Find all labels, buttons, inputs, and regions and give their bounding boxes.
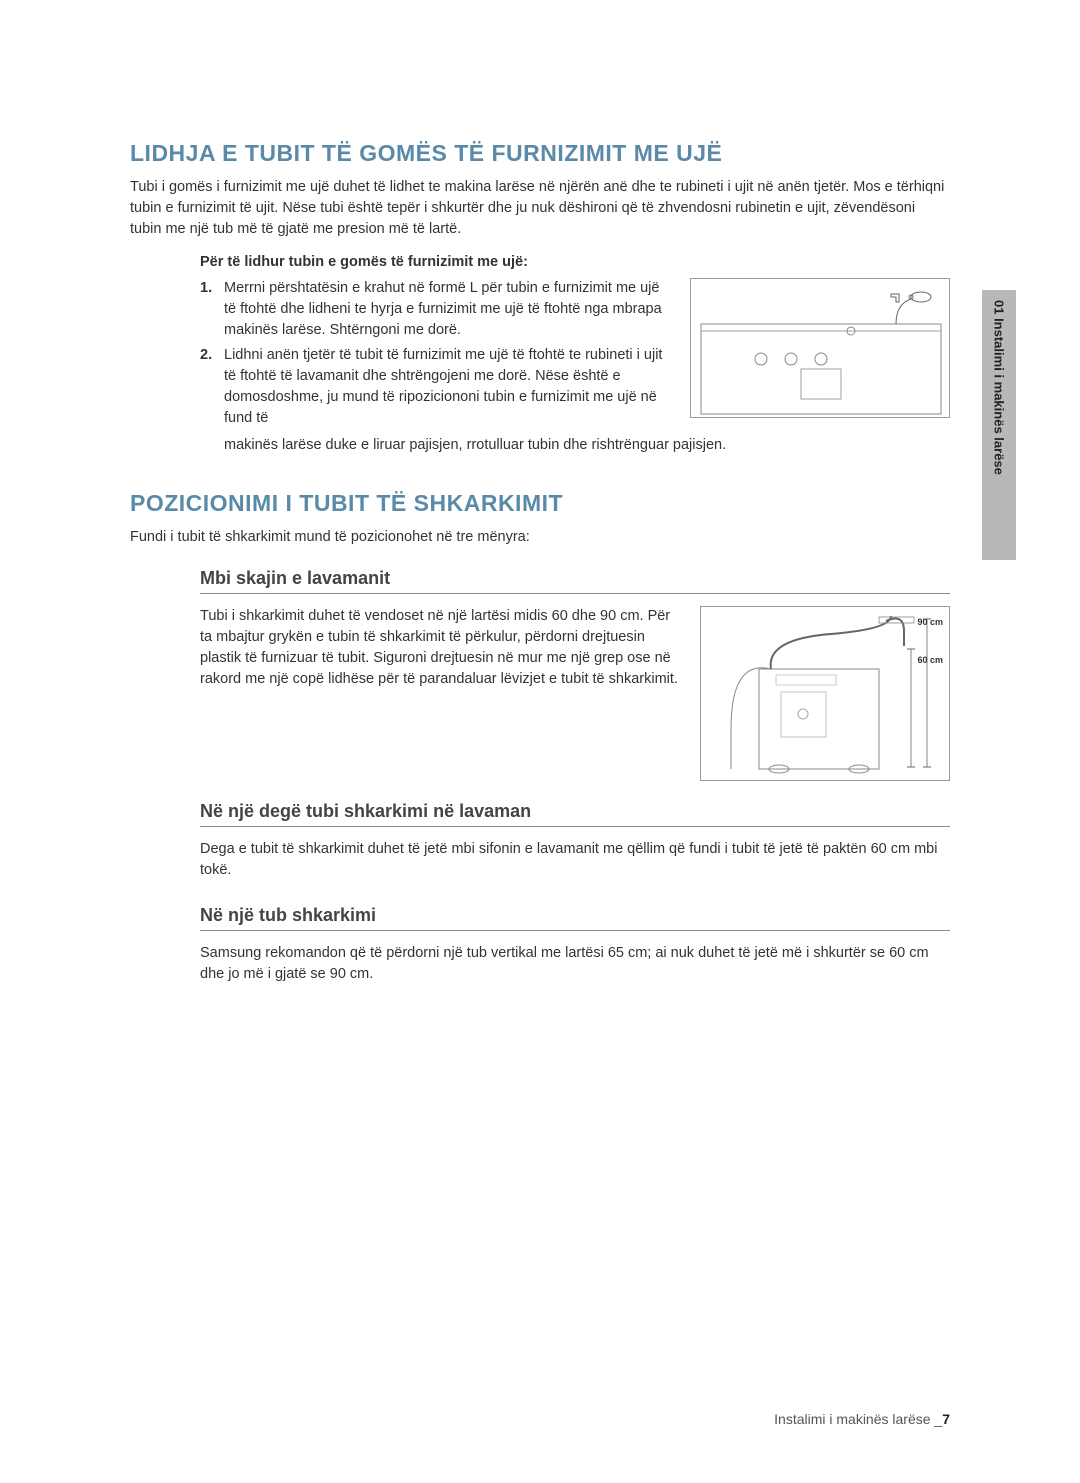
footer-page-number: 7: [942, 1411, 950, 1427]
sub1-heading: Mbi skajin e lavamanit: [200, 568, 950, 594]
section1-steps-text: Merrni përshtatësin e krahut në formë L …: [200, 278, 670, 433]
section2-sub2: Në një degë tubi shkarkimi në lavaman De…: [200, 801, 950, 881]
sub3-heading: Në një tub shkarkimi: [200, 905, 950, 931]
section2-sub1: Mbi skajin e lavamanit Tubi i shkarkimit…: [200, 568, 950, 781]
section2-intro: Fundi i tubit të shkarkimit mund të pozi…: [130, 527, 950, 548]
section2: POZICIONIMI I TUBIT TË SHKARKIMIT Fundi …: [130, 490, 950, 985]
fig2-label-90: 90 cm: [917, 617, 943, 627]
section1-steps-list: Merrni përshtatësin e krahut në formë L …: [200, 278, 670, 429]
drain-sink-svg: [701, 607, 951, 782]
hose-connection-svg: [691, 279, 951, 419]
section1-step1: Merrni përshtatësin e krahut në formë L …: [200, 278, 670, 341]
figure-drain-sink: 90 cm 60 cm: [700, 606, 950, 781]
section2-title: POZICIONIMI I TUBIT TË SHKARKIMIT: [130, 490, 950, 517]
sub2-body: Dega e tubit të shkarkimit duhet të jetë…: [200, 839, 950, 881]
page-content: LIDHJA E TUBIT TË GOMËS TË FURNIZIMIT ME…: [0, 0, 1080, 1069]
sub1-text: Tubi i shkarkimit duhet të vendoset në n…: [200, 606, 680, 714]
section1-title: LIDHJA E TUBIT TË GOMËS TË FURNIZIMIT ME…: [130, 140, 950, 167]
footer-text: Instalimi i makinës larëse _: [774, 1411, 942, 1427]
section2-sub3: Në një tub shkarkimi Samsung rekomandon …: [200, 905, 950, 985]
section1-step2-continuation: makinës larëse duke e liruar pajisjen, r…: [224, 435, 950, 456]
section1-steps-block: Për të lidhur tubin e gomës të furnizimi…: [200, 254, 950, 456]
sub2-heading: Në një degë tubi shkarkimi në lavaman: [200, 801, 950, 827]
sub1-row: Tubi i shkarkimit duhet të vendoset në n…: [200, 606, 950, 781]
sub1-body: Tubi i shkarkimit duhet të vendoset në n…: [200, 606, 680, 690]
sub3-body: Samsung rekomandon që të përdorni një tu…: [200, 943, 950, 985]
page-footer: Instalimi i makinës larëse _7: [774, 1411, 950, 1427]
section1-figure-row: Merrni përshtatësin e krahut në formë L …: [200, 278, 950, 433]
section1-step2: Lidhni anën tjetër të tubit të furnizimi…: [200, 345, 670, 429]
fig2-label-60: 60 cm: [917, 655, 943, 665]
section1-list-header: Për të lidhur tubin e gomës të furnizimi…: [200, 254, 950, 270]
figure-hose-connection: [690, 278, 950, 418]
section1-intro: Tubi i gomës i furnizimit me ujë duhet t…: [130, 177, 950, 240]
